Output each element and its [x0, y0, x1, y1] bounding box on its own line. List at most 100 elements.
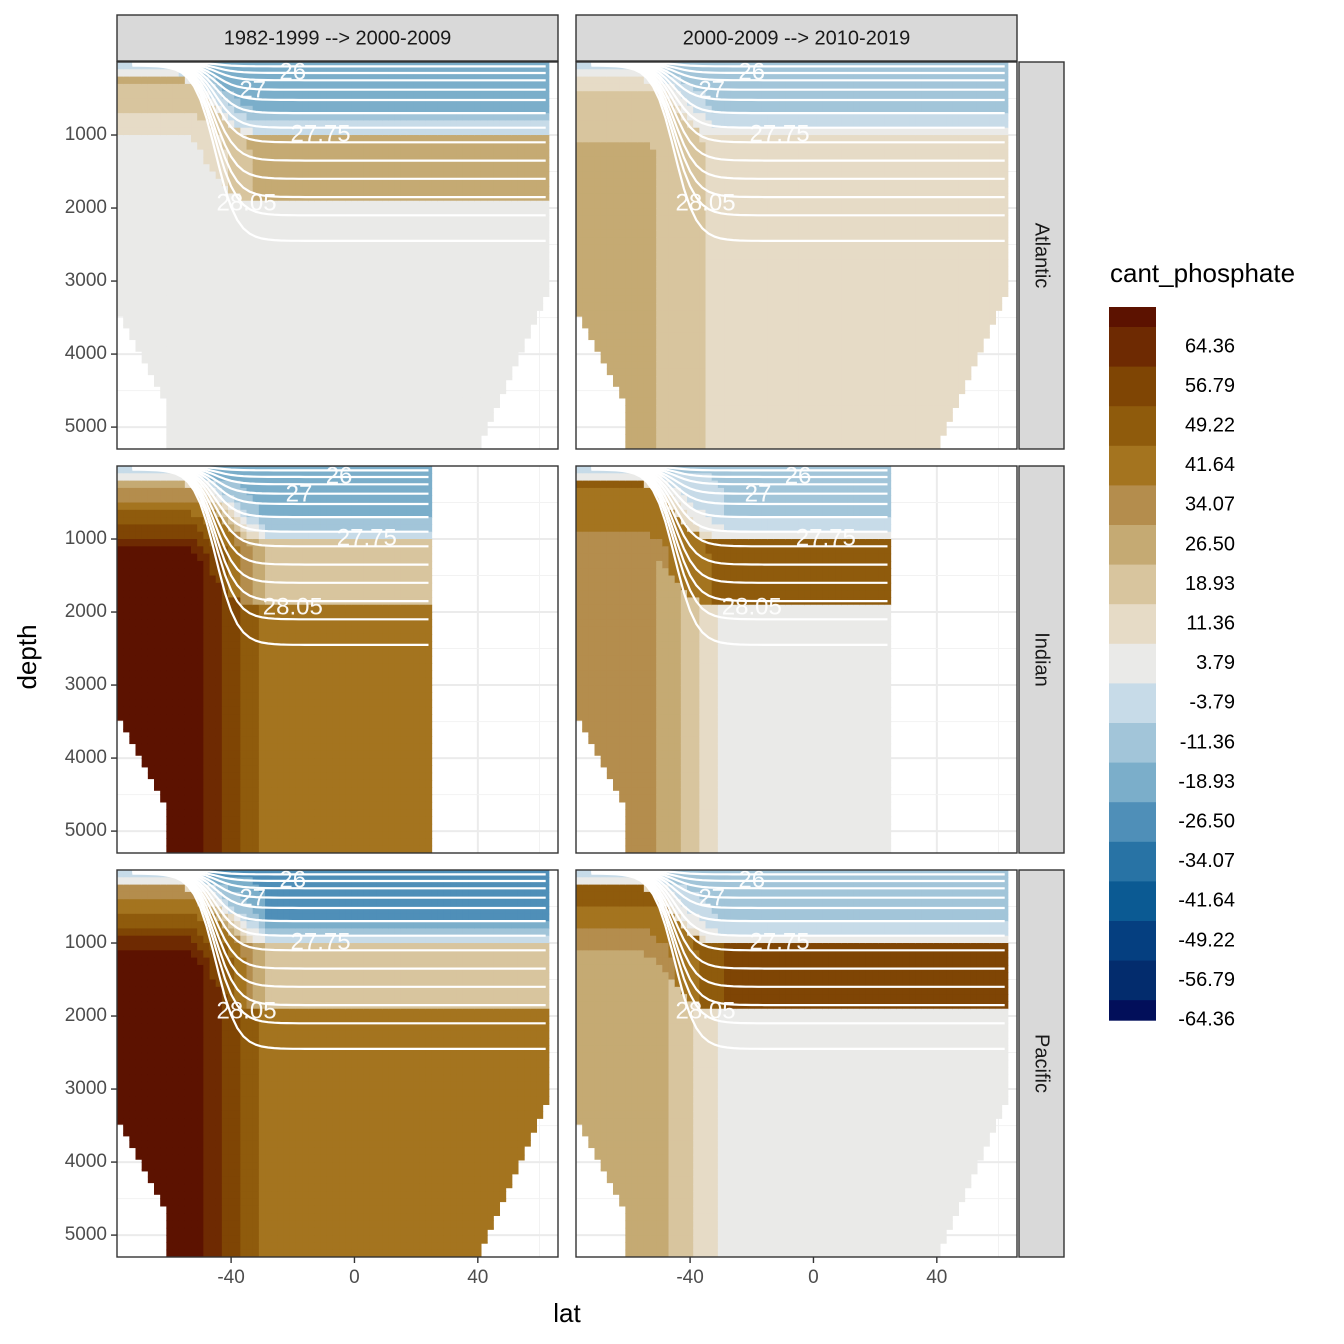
field-cell	[600, 156, 608, 165]
field-cell	[147, 208, 155, 216]
field-cell	[730, 149, 737, 158]
field-cell	[388, 273, 396, 282]
field-cell	[283, 302, 291, 311]
field-cell	[252, 127, 260, 136]
field-cell	[456, 208, 463, 216]
field-cell	[388, 215, 396, 224]
field-cell	[631, 83, 639, 92]
field-cell	[295, 186, 303, 195]
field-cell	[203, 164, 211, 173]
field-cell	[613, 288, 620, 297]
field-cell	[400, 412, 408, 421]
field-cell	[637, 186, 645, 195]
field-cell	[400, 383, 408, 392]
field-cell	[203, 251, 211, 260]
field-cell	[376, 229, 383, 238]
field-cell	[625, 237, 633, 246]
field-cell	[637, 397, 645, 406]
field-cell	[674, 186, 682, 195]
field-cell	[320, 149, 328, 158]
field-cell	[215, 332, 223, 341]
field-cell	[197, 156, 204, 165]
field-cell	[450, 339, 457, 348]
field-cell	[302, 259, 309, 268]
field-cell	[178, 156, 186, 165]
field-cell	[674, 354, 682, 362]
field-cell	[450, 98, 457, 107]
field-cell	[742, 222, 750, 231]
field-cell	[582, 69, 589, 78]
field-cell	[576, 302, 583, 311]
field-cell	[474, 135, 482, 143]
field-cell	[295, 354, 303, 362]
field-cell	[246, 164, 254, 173]
field-cell	[178, 259, 186, 268]
field-cell	[184, 259, 192, 268]
field-cell	[619, 142, 626, 151]
field-cell	[363, 229, 371, 238]
field-cell	[154, 368, 161, 377]
field-cell	[594, 251, 602, 260]
field-cell	[717, 200, 725, 209]
field-cell	[431, 215, 439, 224]
field-cell	[687, 244, 694, 253]
field-cell	[600, 193, 608, 202]
field-cell	[625, 375, 633, 384]
field-cell	[742, 288, 750, 297]
field-cell	[302, 434, 309, 443]
field-cell	[172, 288, 180, 297]
field-cell	[711, 149, 719, 158]
field-cell	[388, 412, 396, 421]
field-cell	[197, 244, 204, 253]
field-cell	[480, 200, 488, 209]
field-cell	[184, 76, 192, 85]
field-cell	[141, 164, 149, 173]
field-cell	[277, 317, 285, 326]
field-cell	[295, 310, 303, 319]
field-cell	[147, 229, 155, 238]
field-cell	[656, 324, 663, 333]
field-cell	[650, 302, 657, 311]
field-cell	[172, 120, 180, 129]
field-cell	[271, 434, 278, 443]
field-cell	[480, 295, 488, 304]
field-cell	[443, 339, 451, 348]
field-cell	[178, 310, 186, 319]
field-cell	[228, 419, 235, 428]
field-cell	[332, 200, 340, 209]
field-cell	[283, 273, 291, 282]
field-cell	[680, 135, 688, 143]
field-cell	[730, 354, 737, 362]
field-cell	[308, 259, 315, 268]
field-cell	[456, 259, 463, 268]
field-cell	[736, 397, 744, 406]
field-cell	[332, 266, 340, 275]
field-cell	[443, 405, 451, 414]
field-cell	[450, 434, 457, 443]
field-cell	[524, 149, 531, 158]
field-cell	[394, 120, 402, 129]
field-cell	[172, 397, 180, 406]
field-cell	[699, 229, 707, 238]
field-cell	[480, 135, 488, 143]
field-cell	[332, 135, 340, 143]
field-cell	[178, 434, 186, 443]
field-cell	[711, 142, 719, 151]
field-cell	[400, 186, 408, 195]
field-cell	[724, 346, 731, 355]
field-cell	[413, 244, 420, 253]
field-cell	[600, 288, 608, 297]
field-cell	[400, 251, 408, 260]
field-cell	[576, 149, 583, 158]
field-cell	[191, 375, 198, 384]
field-cell	[656, 105, 663, 114]
field-cell	[530, 251, 538, 260]
field-cell	[271, 98, 278, 107]
field-cell	[493, 375, 501, 384]
field-cell	[221, 259, 229, 268]
field-cell	[474, 208, 482, 216]
field-cell	[582, 259, 589, 268]
field-cell	[462, 127, 470, 136]
field-cell	[369, 200, 377, 209]
field-cell	[687, 229, 694, 238]
